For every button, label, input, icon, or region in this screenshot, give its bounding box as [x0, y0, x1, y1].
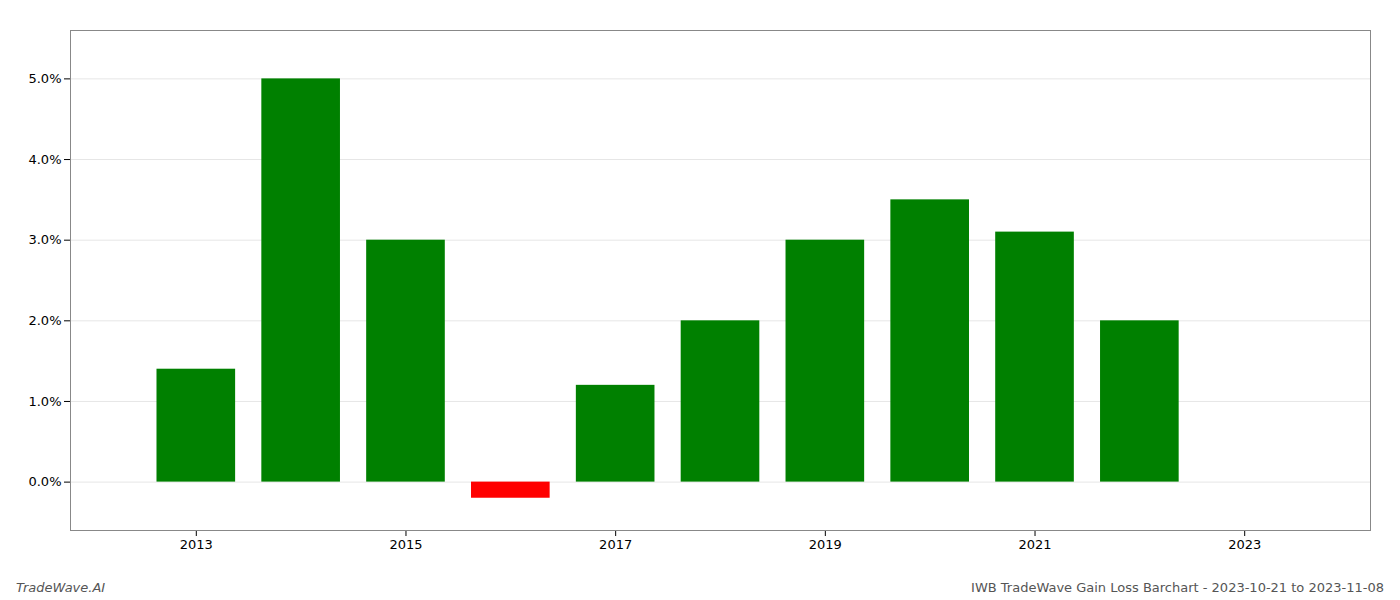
svg-text:2017: 2017 [599, 537, 632, 552]
svg-text:2.0%: 2.0% [28, 313, 61, 328]
html-text:IWB TradeWave Gain Loss Barcha: IWB TradeWave Gain Loss Barchart - 2023-… [971, 579, 1384, 595]
svg-text:3.0%: 3.0% [28, 232, 61, 247]
svg-text:2013: 2013 [180, 537, 213, 552]
svg-text:2015: 2015 [389, 537, 422, 552]
svg-text:2021: 2021 [1018, 537, 1051, 552]
svg-text:2023: 2023 [1228, 537, 1261, 552]
svg-text:0.0%: 0.0% [28, 474, 61, 489]
svg-text:4.0%: 4.0% [28, 152, 61, 167]
svg-text:5.0%: 5.0% [28, 71, 61, 86]
html-text:TradeWave.AI: TradeWave.AI [16, 579, 106, 595]
svg-text:1.0%: 1.0% [28, 394, 61, 409]
svg-text:2019: 2019 [809, 537, 842, 552]
